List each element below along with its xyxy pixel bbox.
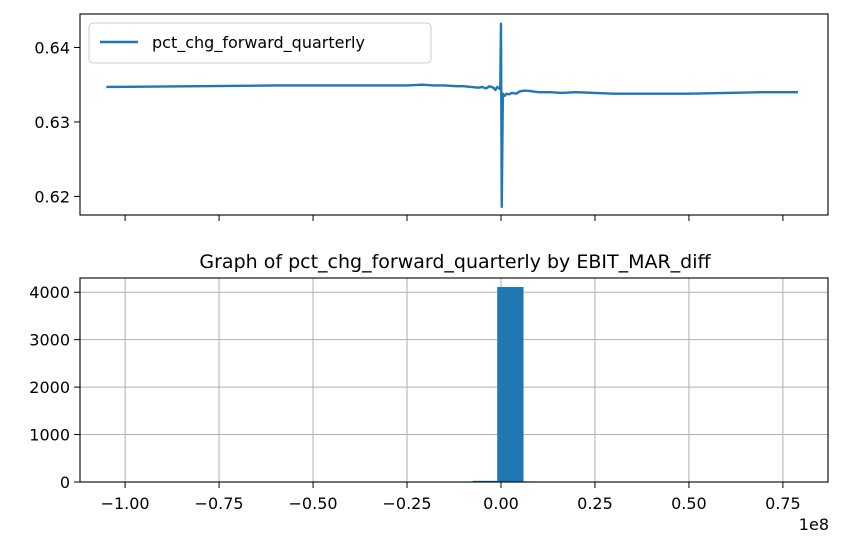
- histogram-title: Graph of pct_chg_forward_quarterly by EB…: [199, 251, 711, 273]
- line-y-ticks: 0.62 0.63 0.64: [34, 39, 80, 206]
- histogram-x-tick-label: −0.50: [289, 494, 338, 513]
- legend-label: pct_chg_forward_quarterly: [152, 33, 365, 53]
- legend-box: [88, 22, 432, 64]
- line-y-tick-label: 0.62: [34, 187, 70, 206]
- histogram-x-tick-label: 0.75: [765, 494, 801, 513]
- histogram-x-tick-label: −0.75: [195, 494, 244, 513]
- histogram-x-tick-label: 0.25: [577, 494, 613, 513]
- histogram-y-tick-label: 3000: [29, 331, 70, 350]
- line-y-tick-label: 0.63: [34, 113, 70, 132]
- x-axis-offset-text: 1e8: [799, 515, 829, 534]
- histogram-x-tick-label: 0.50: [671, 494, 707, 513]
- histogram-x-tick-label: 0.00: [483, 494, 519, 513]
- histogram-x-tick-label: −1.00: [101, 494, 150, 513]
- histogram-y-tick-label: 1000: [29, 426, 70, 445]
- histogram-bar: [497, 287, 524, 482]
- histogram-y-tick-label: 2000: [29, 378, 70, 397]
- legend: pct_chg_forward_quarterly: [88, 22, 432, 64]
- line-chart-panel: 0.62 0.63 0.64 pct_chg_forward_quarterly: [34, 13, 829, 221]
- line-x-ticks: [124, 215, 784, 221]
- histogram-bars: [472, 287, 535, 482]
- histogram-bar: [472, 480, 498, 482]
- histogram-y-tick-label: 4000: [29, 283, 70, 302]
- histogram-y-ticks: 0 1000 2000 3000 4000: [29, 283, 80, 492]
- histogram-plot-frame: [79, 277, 829, 483]
- histogram-y-tick-label: 0: [60, 473, 70, 492]
- line-plot-frame: [79, 13, 829, 216]
- line-y-tick-label: 0.64: [34, 39, 70, 58]
- series-line-pct-chg-forward-quarterly: [106, 22, 798, 209]
- histogram-x-ticks: −1.00 −0.75 −0.50 −0.25 0.00 0.25 0.50 0.75: [101, 482, 801, 513]
- histogram-x-tick-label: −0.25: [382, 494, 431, 513]
- histogram-panel: Graph of pct_chg_forward_quarterly by EB…: [29, 251, 829, 534]
- line-plot-area: [106, 22, 798, 209]
